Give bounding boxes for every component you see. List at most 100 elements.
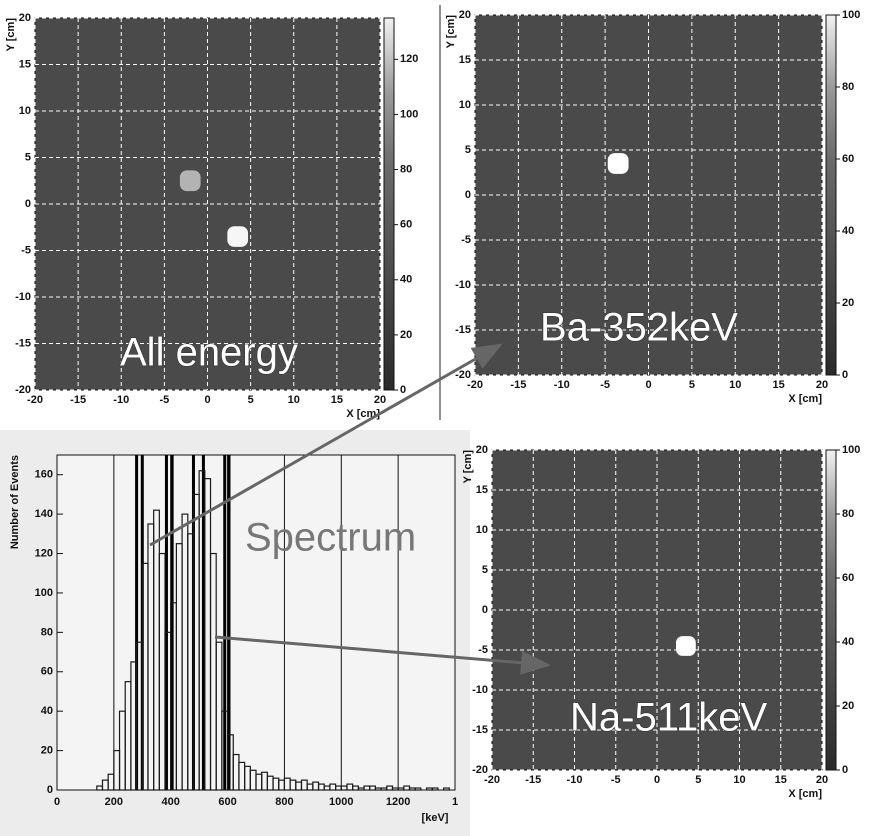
y-tick-label: -20 (472, 764, 488, 776)
y-tick-label: 0 (482, 604, 488, 616)
x-tick-label: 600 (218, 796, 236, 808)
colorbar-label: 60 (842, 572, 854, 584)
colorbar-label: 100 (842, 444, 860, 456)
y-tick-label: 140 (35, 508, 53, 520)
y-tick-label: 5 (465, 144, 471, 156)
y-tick-label: 0 (25, 198, 31, 210)
histogram-bar (443, 787, 450, 791)
plot-area (56, 454, 456, 791)
y-tick-label: -5 (478, 644, 488, 656)
x-tick-label: -5 (611, 774, 621, 786)
x-axis-label: X [cm] (346, 408, 380, 420)
x-tick-label: 0 (645, 379, 651, 391)
colorbar-label: 60 (400, 219, 412, 231)
hot-spot (179, 170, 201, 192)
x-tick-label: -15 (70, 394, 86, 406)
colorbar-label: 60 (842, 153, 854, 165)
colorbar (825, 449, 837, 771)
x-tick-label: -10 (567, 774, 583, 786)
x-tick-label: 1000 (329, 796, 353, 808)
y-tick-label: -15 (455, 324, 471, 336)
y-tick-label: 80 (41, 626, 53, 638)
x-tick-label: -15 (510, 379, 526, 391)
y-tick-label: 15 (19, 58, 31, 70)
x-tick-label: 800 (275, 796, 293, 808)
y-tick-label: -10 (15, 291, 31, 303)
y-axis-label: Y [cm] (445, 15, 457, 49)
colorbar-label: 20 (400, 329, 412, 341)
hot-spot (227, 226, 249, 247)
x-tick-label: 20 (374, 394, 386, 406)
x-tick-label: -10 (554, 379, 570, 391)
colorbar-label: 20 (842, 700, 854, 712)
annotation: Na-511keV (570, 696, 767, 740)
y-tick-label: -15 (15, 337, 31, 349)
y-tick-label: -5 (461, 234, 471, 246)
x-tick-label: -20 (27, 394, 43, 406)
y-tick-label: 20 (459, 9, 471, 21)
y-tick-label: 100 (35, 587, 53, 599)
colorbar-label: 40 (400, 274, 412, 286)
y-tick-label: 60 (41, 666, 53, 678)
x-tick-label: 10 (729, 379, 741, 391)
colorbar-label: 0 (842, 369, 848, 381)
y-tick-label: -15 (472, 724, 488, 736)
colorbar-label: 80 (842, 508, 854, 520)
y-tick-label: 0 (465, 189, 471, 201)
colorbar-label: 120 (400, 53, 418, 65)
x-tick-label: 20 (816, 774, 828, 786)
y-tick-label: 10 (476, 524, 488, 536)
colorbar-label: 20 (842, 297, 854, 309)
x-tick-label: 10 (288, 394, 300, 406)
x-tick-label: 5 (248, 394, 254, 406)
x-tick-label: 5 (689, 379, 695, 391)
x-tick-label: 400 (162, 796, 180, 808)
x-tick-label: -5 (159, 394, 169, 406)
colorbar-label: 40 (842, 225, 854, 237)
x-axis-label: X [cm] (788, 393, 822, 405)
x-tick-label: -20 (467, 379, 483, 391)
x-tick-label: 10 (733, 774, 745, 786)
colorbar (825, 14, 837, 376)
annotation: All energy (120, 331, 298, 375)
x-tick-label: 15 (773, 379, 785, 391)
y-tick-label: 160 (35, 469, 53, 481)
y-tick-label: 20 (19, 12, 31, 24)
y-tick-label: 15 (476, 484, 488, 496)
y-tick-label: -10 (472, 684, 488, 696)
colorbar-label: 0 (400, 384, 406, 396)
arrow (214, 635, 551, 675)
colorbar-label: 80 (400, 163, 412, 175)
colorbar (383, 17, 395, 391)
x-tick-label: 1 (452, 796, 458, 808)
x-tick-label: 20 (816, 379, 828, 391)
y-tick-label: -20 (455, 369, 471, 381)
y-tick-label: 20 (476, 444, 488, 456)
x-tick-label: 15 (331, 394, 343, 406)
y-axis-label: Number of Events (9, 455, 21, 549)
x-tick-label: 15 (775, 774, 787, 786)
colorbar-label: 0 (842, 764, 848, 776)
x-tick-label: -15 (525, 774, 541, 786)
y-tick-label: 40 (41, 705, 53, 717)
y-axis-label: Y [cm] (462, 450, 474, 484)
colorbar-label: 40 (842, 636, 854, 648)
y-tick-label: 5 (482, 564, 488, 576)
y-axis-label: Y [cm] (5, 18, 17, 52)
hot-spot (675, 636, 696, 656)
x-tick-label: -20 (484, 774, 500, 786)
arrow (149, 343, 503, 547)
y-tick-label: 15 (459, 54, 471, 66)
annotation: Ba-352keV (540, 306, 738, 350)
y-tick-label: -10 (455, 279, 471, 291)
hot-spot (607, 153, 629, 174)
y-tick-label: 0 (47, 784, 53, 796)
x-tick-label: 1200 (386, 796, 410, 808)
x-axis-label: X [cm] (788, 788, 822, 800)
x-tick-label: 5 (695, 774, 701, 786)
colorbar-label: 80 (842, 81, 854, 93)
x-tick-label: 0 (54, 796, 60, 808)
y-tick-label: 10 (19, 105, 31, 117)
x-tick-label: 200 (105, 796, 123, 808)
